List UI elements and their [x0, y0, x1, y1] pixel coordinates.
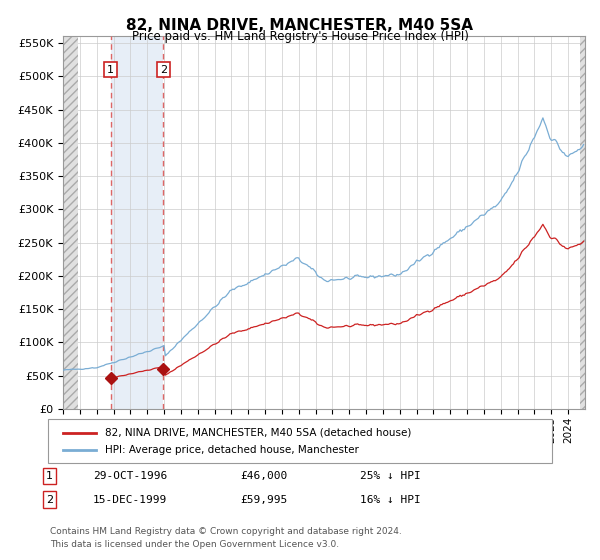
Text: Contains HM Land Registry data © Crown copyright and database right 2024.
This d: Contains HM Land Registry data © Crown c… [50, 528, 401, 549]
Bar [580, 36, 585, 409]
Bar [63, 36, 77, 409]
Bar [110, 36, 163, 409]
Text: 2: 2 [160, 64, 167, 74]
Text: Price paid vs. HM Land Registry's House Price Index (HPI): Price paid vs. HM Land Registry's House … [131, 30, 469, 43]
Text: 2: 2 [46, 494, 53, 505]
Text: 1: 1 [107, 64, 114, 74]
Text: 25% ↓ HPI: 25% ↓ HPI [360, 471, 421, 481]
Text: 82, NINA DRIVE, MANCHESTER, M40 5SA (detached house): 82, NINA DRIVE, MANCHESTER, M40 5SA (det… [105, 427, 412, 437]
Text: HPI: Average price, detached house, Manchester: HPI: Average price, detached house, Manc… [105, 445, 359, 455]
Text: 1: 1 [46, 471, 53, 481]
Text: £59,995: £59,995 [240, 494, 287, 505]
Text: 16% ↓ HPI: 16% ↓ HPI [360, 494, 421, 505]
Text: 15-DEC-1999: 15-DEC-1999 [93, 494, 167, 505]
Text: 82, NINA DRIVE, MANCHESTER, M40 5SA: 82, NINA DRIVE, MANCHESTER, M40 5SA [127, 18, 473, 33]
Text: 29-OCT-1996: 29-OCT-1996 [93, 471, 167, 481]
Text: £46,000: £46,000 [240, 471, 287, 481]
